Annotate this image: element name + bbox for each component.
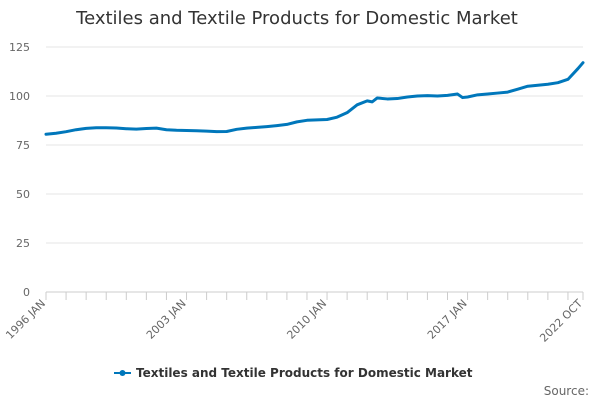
data-point[interactable] bbox=[416, 95, 419, 97]
data-point[interactable] bbox=[165, 128, 168, 131]
data-point[interactable] bbox=[65, 130, 67, 133]
data-point[interactable] bbox=[376, 97, 379, 99]
data-point[interactable] bbox=[95, 126, 98, 129]
data-point[interactable] bbox=[426, 94, 429, 97]
data-point[interactable] bbox=[85, 127, 88, 130]
data-point[interactable] bbox=[396, 97, 399, 100]
data-point[interactable] bbox=[546, 83, 549, 86]
x-tick-label: 2010 JAN bbox=[284, 297, 329, 342]
data-point[interactable] bbox=[255, 126, 258, 129]
x-axis: 1996 JAN 2003 JAN 2010 JAN 2017 JAN 2022 OCT bbox=[3, 292, 585, 345]
data-point[interactable] bbox=[446, 94, 449, 97]
data-point[interactable] bbox=[45, 133, 47, 136]
x-tick-label: 2017 JAN bbox=[425, 297, 470, 342]
data-point[interactable] bbox=[245, 127, 248, 130]
data-point[interactable] bbox=[55, 132, 57, 135]
data-point[interactable] bbox=[155, 127, 158, 130]
data-point[interactable] bbox=[316, 119, 318, 121]
data-point[interactable] bbox=[265, 125, 268, 128]
data-point[interactable] bbox=[235, 128, 238, 131]
y-tick-label: 50 bbox=[16, 188, 30, 201]
data-point[interactable] bbox=[371, 100, 374, 103]
data-point[interactable] bbox=[567, 78, 569, 81]
y-axis-ticks: 0 25 50 75 100 125 bbox=[9, 41, 30, 299]
credits-source[interactable]: Source: bbox=[544, 384, 589, 398]
data-point[interactable] bbox=[356, 103, 359, 106]
x-tick-label: 1996 JAN bbox=[3, 297, 48, 342]
series-line[interactable] bbox=[44, 61, 585, 136]
data-point[interactable] bbox=[125, 127, 128, 130]
data-point[interactable] bbox=[275, 124, 278, 127]
data-point[interactable] bbox=[135, 128, 138, 131]
data-point[interactable] bbox=[75, 128, 78, 131]
grid-lines bbox=[46, 46, 583, 293]
data-point[interactable] bbox=[456, 93, 459, 95]
data-point[interactable] bbox=[285, 123, 288, 126]
data-point[interactable] bbox=[326, 118, 328, 121]
data-point[interactable] bbox=[215, 130, 218, 133]
data-point[interactable] bbox=[557, 81, 559, 84]
data-point[interactable] bbox=[386, 98, 389, 100]
y-tick-label: 100 bbox=[9, 90, 30, 103]
x-tick-label: 2003 JAN bbox=[144, 297, 189, 342]
data-point[interactable] bbox=[526, 85, 529, 88]
data-point[interactable] bbox=[205, 130, 208, 132]
data-point[interactable] bbox=[506, 91, 509, 93]
y-tick-label: 75 bbox=[16, 139, 30, 152]
data-point[interactable] bbox=[346, 111, 349, 114]
data-point[interactable] bbox=[225, 130, 228, 133]
data-point[interactable] bbox=[536, 84, 539, 87]
data-point[interactable] bbox=[436, 95, 439, 97]
data-point[interactable] bbox=[195, 129, 198, 132]
series-layer bbox=[44, 61, 585, 136]
y-tick-label: 0 bbox=[23, 286, 30, 299]
data-point[interactable] bbox=[406, 96, 409, 98]
data-point[interactable] bbox=[296, 120, 298, 123]
data-point[interactable] bbox=[486, 93, 489, 95]
data-point[interactable] bbox=[366, 100, 369, 102]
legend-label: Textiles and Textile Products for Domest… bbox=[136, 366, 473, 380]
data-point[interactable] bbox=[582, 61, 584, 64]
data-point[interactable] bbox=[115, 127, 118, 129]
data-point[interactable] bbox=[461, 96, 464, 99]
y-tick-label: 25 bbox=[16, 237, 30, 250]
legend[interactable]: Textiles and Textile Products for Domest… bbox=[114, 366, 473, 380]
data-point[interactable] bbox=[185, 129, 188, 132]
legend-point-marker bbox=[119, 370, 126, 376]
data-point[interactable] bbox=[577, 67, 579, 70]
y-tick-label: 125 bbox=[9, 41, 30, 54]
x-tick-label: 2022 OCT bbox=[537, 297, 585, 345]
data-point[interactable] bbox=[496, 92, 499, 94]
chart-title: Textiles and Textile Products for Domest… bbox=[75, 8, 518, 29]
data-point[interactable] bbox=[466, 96, 469, 98]
data-point[interactable] bbox=[175, 129, 178, 132]
data-point[interactable] bbox=[336, 116, 338, 119]
data-point[interactable] bbox=[516, 88, 519, 91]
data-point[interactable] bbox=[306, 119, 308, 122]
data-point[interactable] bbox=[476, 93, 479, 96]
data-point[interactable] bbox=[105, 126, 108, 129]
data-point[interactable] bbox=[145, 127, 148, 130]
